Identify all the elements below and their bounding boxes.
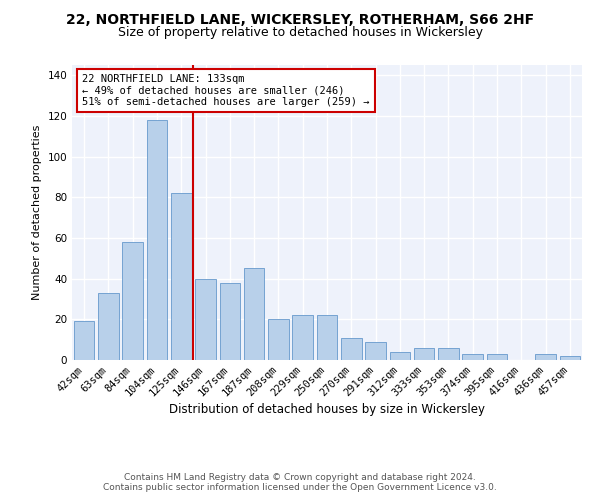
Bar: [341, 338, 362, 360]
Bar: [268, 320, 289, 360]
Bar: [365, 342, 386, 360]
Bar: [146, 120, 167, 360]
Bar: [560, 356, 580, 360]
Bar: [220, 282, 240, 360]
Bar: [122, 242, 143, 360]
Bar: [195, 278, 216, 360]
Bar: [389, 352, 410, 360]
Bar: [463, 354, 483, 360]
Bar: [438, 348, 459, 360]
Text: Size of property relative to detached houses in Wickersley: Size of property relative to detached ho…: [118, 26, 482, 39]
Bar: [414, 348, 434, 360]
Text: 22 NORTHFIELD LANE: 133sqm
← 49% of detached houses are smaller (246)
51% of sem: 22 NORTHFIELD LANE: 133sqm ← 49% of deta…: [82, 74, 370, 107]
Bar: [171, 193, 191, 360]
Bar: [98, 293, 119, 360]
Bar: [292, 315, 313, 360]
Text: 22, NORTHFIELD LANE, WICKERSLEY, ROTHERHAM, S66 2HF: 22, NORTHFIELD LANE, WICKERSLEY, ROTHERH…: [66, 12, 534, 26]
Text: Contains HM Land Registry data © Crown copyright and database right 2024.: Contains HM Land Registry data © Crown c…: [124, 472, 476, 482]
Text: Contains public sector information licensed under the Open Government Licence v3: Contains public sector information licen…: [103, 484, 497, 492]
Text: Distribution of detached houses by size in Wickersley: Distribution of detached houses by size …: [169, 402, 485, 415]
Bar: [535, 354, 556, 360]
Y-axis label: Number of detached properties: Number of detached properties: [32, 125, 42, 300]
Bar: [487, 354, 508, 360]
Bar: [74, 322, 94, 360]
Bar: [317, 315, 337, 360]
Bar: [244, 268, 265, 360]
